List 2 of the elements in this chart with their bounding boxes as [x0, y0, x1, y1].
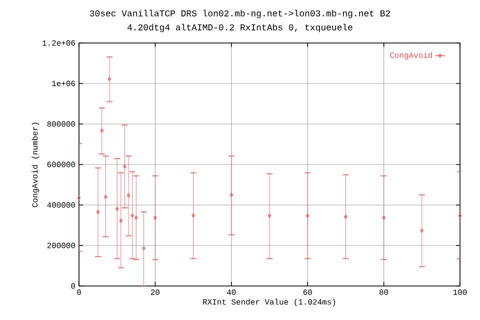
chart-subtitle: 4.20dtg4 altAIMD-0.2 RxIntAbs 0, txqueuele: [127, 24, 352, 32]
chart-title: 30sec VanillaTCP DRS lon02.mb-ng.net->lon03.mb-ng.net B2: [90, 10, 390, 18]
